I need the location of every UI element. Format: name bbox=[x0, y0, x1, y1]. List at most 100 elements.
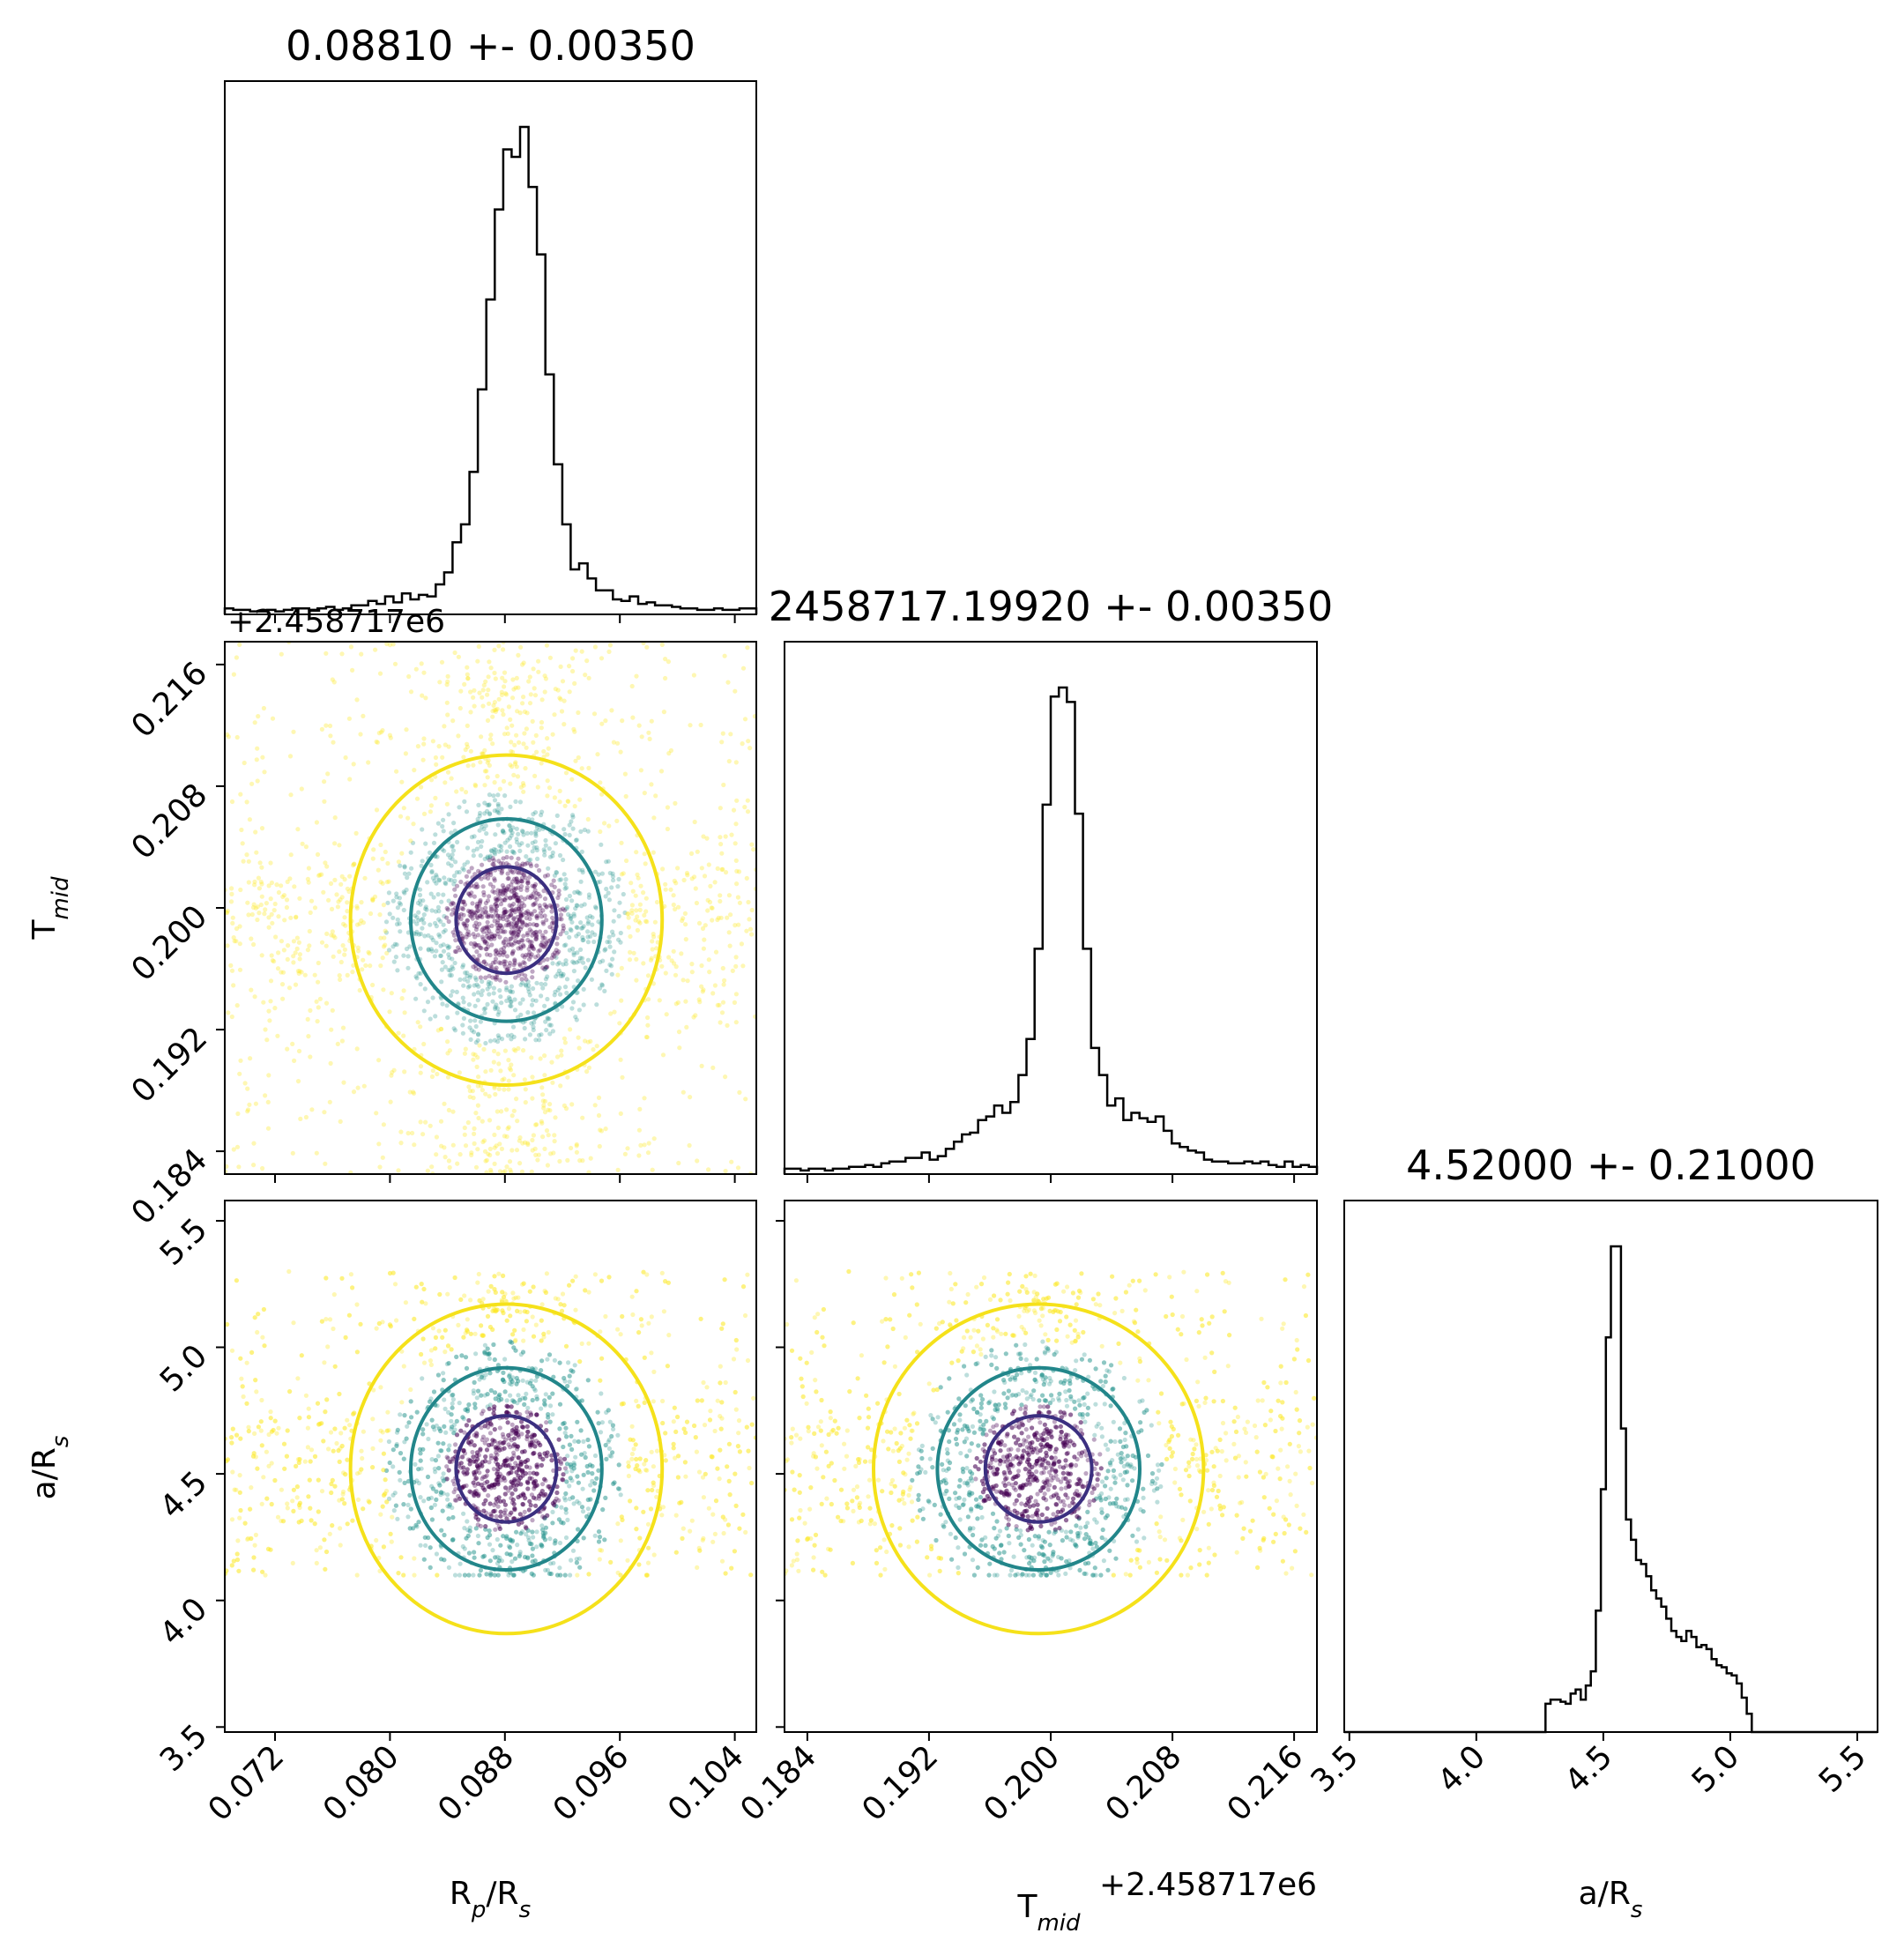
sample-point bbox=[520, 920, 525, 926]
sample-point bbox=[529, 1442, 534, 1447]
sample-point bbox=[509, 942, 515, 948]
sample-point bbox=[492, 878, 497, 883]
sample-point bbox=[474, 1064, 480, 1069]
sample-point bbox=[562, 985, 569, 990]
sample-point bbox=[259, 1397, 264, 1403]
sample-point bbox=[534, 922, 539, 928]
sample-point bbox=[439, 967, 444, 972]
sample-point bbox=[504, 1551, 509, 1557]
sample-point bbox=[403, 751, 408, 756]
sample-point bbox=[339, 895, 345, 900]
sample-point bbox=[487, 952, 493, 958]
sample-point bbox=[244, 799, 249, 805]
sample-point bbox=[683, 1474, 688, 1479]
sample-point bbox=[473, 920, 479, 926]
sample-point bbox=[464, 1535, 469, 1541]
sample-point bbox=[260, 1165, 265, 1171]
sample-point bbox=[604, 859, 609, 865]
sample-point bbox=[534, 1396, 539, 1402]
sample-point bbox=[539, 933, 546, 938]
sample-point bbox=[651, 932, 656, 937]
sample-point bbox=[508, 1537, 513, 1543]
sample-point bbox=[391, 1067, 397, 1073]
sample-point bbox=[314, 999, 319, 1004]
sample-point bbox=[490, 861, 495, 867]
sample-point bbox=[475, 884, 480, 889]
sample-point bbox=[491, 985, 497, 991]
sample-point bbox=[421, 1286, 427, 1292]
sample-point bbox=[688, 723, 693, 728]
sample-point bbox=[525, 986, 532, 992]
sample-point bbox=[549, 1458, 554, 1463]
sample-point bbox=[472, 1493, 477, 1498]
sample-point bbox=[619, 1514, 624, 1520]
sample-point bbox=[525, 1430, 531, 1435]
sample-point bbox=[324, 1275, 329, 1281]
sample-point bbox=[237, 1490, 242, 1495]
sample-point bbox=[518, 946, 524, 951]
sample-point bbox=[660, 1505, 666, 1510]
sample-point bbox=[545, 778, 550, 784]
sample-point bbox=[628, 881, 634, 886]
sample-point bbox=[254, 1389, 259, 1394]
sample-point bbox=[562, 831, 568, 837]
sample-point bbox=[448, 993, 454, 998]
sample-point bbox=[367, 1499, 372, 1505]
sample-point bbox=[581, 986, 586, 992]
sample-point bbox=[468, 1331, 473, 1336]
sample-point bbox=[657, 998, 662, 1003]
sample-point bbox=[272, 1418, 278, 1424]
sample-point bbox=[345, 886, 350, 891]
sample-point bbox=[508, 1538, 513, 1543]
sample-point bbox=[225, 1568, 229, 1573]
sample-point bbox=[606, 897, 613, 903]
sample-point bbox=[429, 948, 435, 954]
sample-point bbox=[562, 1466, 569, 1471]
sample-point bbox=[502, 897, 507, 903]
sample-point bbox=[299, 786, 304, 792]
sample-point bbox=[515, 1463, 520, 1468]
sample-point bbox=[481, 1475, 487, 1480]
sample-point bbox=[520, 1424, 526, 1430]
sample-point bbox=[433, 1014, 438, 1019]
sample-point bbox=[250, 1454, 257, 1459]
sample-point bbox=[557, 1158, 562, 1164]
sample-point bbox=[420, 757, 426, 762]
sample-point bbox=[446, 812, 451, 817]
sample-point bbox=[350, 970, 355, 975]
sample-point bbox=[479, 1323, 484, 1328]
sample-point bbox=[541, 1335, 547, 1340]
sample-point bbox=[510, 1398, 516, 1403]
sample-point bbox=[488, 1387, 494, 1394]
sample-point bbox=[676, 1454, 681, 1459]
sample-point bbox=[418, 1070, 423, 1075]
sample-point bbox=[428, 850, 433, 856]
sample-point bbox=[618, 1538, 623, 1543]
sample-point bbox=[638, 883, 643, 888]
sample-point bbox=[245, 900, 250, 905]
sample-point bbox=[337, 1459, 342, 1464]
sample-point bbox=[376, 1320, 382, 1327]
sample-point bbox=[592, 1272, 599, 1277]
sample-point bbox=[270, 920, 275, 926]
sample-point bbox=[542, 1146, 547, 1151]
sample-point bbox=[468, 910, 473, 915]
sample-point bbox=[433, 1458, 438, 1463]
sample-point bbox=[652, 919, 658, 925]
sample-point bbox=[462, 1526, 467, 1531]
sample-point bbox=[232, 1487, 237, 1492]
sample-point bbox=[476, 1465, 481, 1471]
sample-point bbox=[538, 1454, 543, 1460]
sample-point bbox=[465, 1457, 472, 1462]
sample-point bbox=[736, 1418, 742, 1424]
sample-point bbox=[534, 1412, 539, 1417]
sample-point bbox=[503, 987, 509, 993]
sample-point bbox=[414, 921, 420, 926]
sample-point bbox=[522, 873, 527, 878]
sample-point bbox=[449, 902, 454, 907]
sample-point bbox=[462, 1573, 468, 1578]
sample-point bbox=[477, 901, 482, 906]
sample-point bbox=[225, 1459, 229, 1464]
sample-point bbox=[543, 1530, 548, 1535]
